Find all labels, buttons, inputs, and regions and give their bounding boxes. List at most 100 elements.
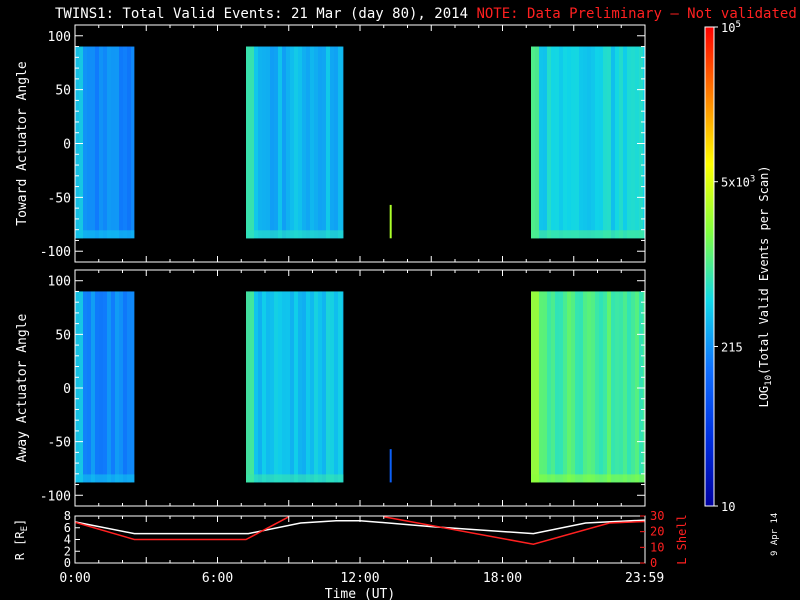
heatmap-streak [314, 46, 318, 239]
heatmap-streak [551, 46, 555, 239]
heatmap-streak [286, 46, 290, 239]
heatmap-streak [119, 46, 123, 239]
y-tick-label: -50 [48, 436, 71, 451]
radius-line [74, 519, 646, 535]
heatmap-streak [587, 291, 591, 483]
heatmap-streak [262, 291, 266, 483]
y-tick-label: 4 [64, 533, 71, 547]
heatmap-streak [127, 291, 131, 483]
x-tick-label: 6:00 [202, 571, 233, 586]
colorbar-tick-label: 215 [721, 340, 743, 354]
heatmap-streak [262, 46, 266, 239]
heatmap-block-fill [389, 449, 392, 483]
heatmap-lower-band [75, 230, 135, 239]
heatmap-streak [282, 291, 286, 483]
y-tick-label: 0 [63, 138, 71, 153]
x-tick-label: 23:59 [625, 571, 664, 586]
heatmap-streak [119, 291, 123, 483]
heatmap-streak [555, 46, 559, 239]
heatmap-streak [334, 291, 338, 483]
heatmap-streak [91, 46, 95, 239]
heatmap-streak [111, 46, 115, 239]
heatmap-panel-toward: -100 -50 0 50 100 Toward Actuator Angle [15, 24, 646, 263]
heatmap-streak [631, 291, 635, 483]
heatmap-streak [87, 46, 91, 239]
heatmap-streak [611, 46, 615, 239]
heatmap-streak [254, 291, 258, 483]
heatmap-streak [107, 46, 111, 239]
heatmap-streak [286, 291, 290, 483]
x-tick-label: 12:00 [340, 571, 379, 586]
heatmap-streak [290, 46, 294, 239]
y2-tick-label: 0 [650, 556, 657, 570]
heatmap-streak [627, 46, 631, 239]
heatmap-streak [306, 291, 310, 483]
heatmap-streak [631, 46, 635, 239]
heatmap-streak [603, 291, 607, 483]
chart-title: TWINS1: Total Valid Events: 21 Mar (day … [55, 6, 797, 22]
heatmap-edge [246, 291, 254, 483]
heatmap-streak [318, 46, 322, 239]
y-tick-label: -100 [40, 489, 71, 504]
heatmap-streak [611, 291, 615, 483]
heatmap-edge [75, 291, 83, 483]
heatmap-streak [623, 291, 627, 483]
colorbar-tick-label: 5x103 [721, 175, 755, 190]
y-tick-label: 0 [63, 382, 71, 397]
heatmap-streak [563, 46, 567, 239]
y-tick-label: 6 [64, 521, 71, 535]
heatmap-streak [99, 291, 103, 483]
heatmap-streak [95, 291, 99, 483]
heatmap-streak [127, 46, 131, 239]
heatmap-streak [559, 46, 563, 239]
heatmap-streak [107, 291, 111, 483]
heatmap-streak [270, 46, 274, 239]
heatmap-streak [338, 46, 342, 239]
heatmap-block [75, 291, 135, 483]
heatmap-streak [551, 291, 555, 483]
heatmap-streak [567, 291, 571, 483]
heatmap-lower-band [246, 474, 344, 483]
heatmap-streak [583, 46, 587, 239]
heatmap-streak [326, 46, 330, 239]
heatmap-streak [103, 46, 107, 239]
heatmap-streak [298, 291, 302, 483]
heatmap-streak [322, 291, 326, 483]
colorbar-frame [704, 26, 715, 507]
heatmap-streak [595, 46, 599, 239]
y-tick-label: 50 [55, 84, 71, 99]
heatmap-streak [326, 291, 330, 483]
heatmap-block [531, 46, 645, 239]
heatmap-streak [254, 46, 258, 239]
heatmap-streak [123, 46, 127, 239]
heatmap-streak [591, 46, 595, 239]
y-axis-label: Toward Actuator Angle [15, 61, 30, 226]
heatmap-streak [91, 291, 95, 483]
heatmap-streak [87, 291, 91, 483]
heatmap-streak [639, 46, 643, 239]
heatmap-streak [555, 291, 559, 483]
heatmap-streak [579, 291, 583, 483]
y-tick-label: 100 [48, 30, 71, 45]
heatmap-streak [543, 46, 547, 239]
y-tick-label: 2 [64, 544, 71, 558]
heatmap-edge [531, 46, 539, 239]
heatmap-block [531, 291, 645, 483]
heatmap-streak [615, 291, 619, 483]
heatmap-streak [571, 46, 575, 239]
heatmap-streak [599, 291, 603, 483]
heatmap-streak [278, 291, 282, 483]
y-tick-label: -100 [40, 245, 71, 260]
lshell-line [74, 516, 290, 541]
heatmap-streak [282, 46, 286, 239]
heatmap-streak [302, 291, 306, 483]
y-tick-label: 50 [55, 328, 71, 343]
heatmap-lower-band [246, 230, 344, 239]
heatmap-streak [258, 46, 262, 239]
heatmap-streak [95, 46, 99, 239]
radius-axis-label: R [RE] [13, 519, 30, 561]
heatmap-streak [294, 46, 298, 239]
heatmap-lower-band [75, 474, 135, 483]
lshell-axis-label: L Shell [675, 514, 689, 565]
